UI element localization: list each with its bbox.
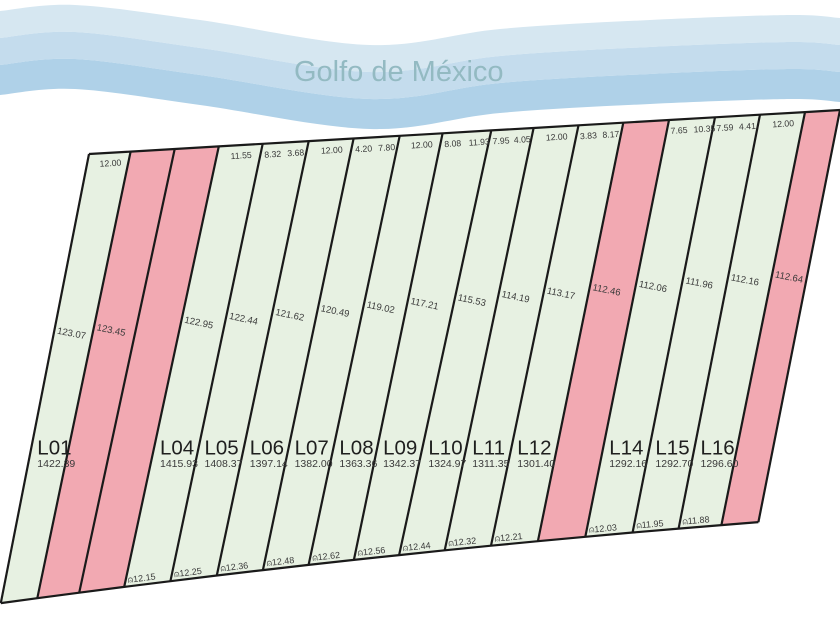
svg-text:L15: L15 (655, 437, 689, 460)
svg-text:1408.37: 1408.37 (205, 458, 243, 470)
svg-text:12.00: 12.00 (411, 139, 433, 150)
svg-text:1324.97: 1324.97 (428, 458, 466, 470)
svg-text:L05: L05 (205, 437, 239, 460)
svg-text:1415.93: 1415.93 (160, 458, 198, 470)
svg-text:1422.39: 1422.39 (37, 458, 75, 470)
svg-text:8.17: 8.17 (602, 129, 620, 140)
svg-text:L04: L04 (160, 437, 194, 460)
svg-text:1311.35: 1311.35 (472, 458, 509, 470)
svg-text:L16: L16 (701, 437, 735, 460)
svg-text:8.08: 8.08 (444, 138, 462, 149)
svg-text:3.68: 3.68 (287, 147, 305, 158)
svg-text:Golfo de México: Golfo de México (294, 56, 504, 88)
svg-text:10.35: 10.35 (693, 123, 715, 134)
svg-text:7.95: 7.95 (492, 135, 510, 146)
svg-text:11.93: 11.93 (468, 136, 490, 147)
svg-text:1301.40: 1301.40 (517, 458, 555, 470)
svg-text:4.05: 4.05 (514, 134, 532, 145)
svg-text:3.83: 3.83 (580, 130, 598, 141)
svg-text:1296.60: 1296.60 (701, 458, 739, 470)
svg-text:7.59: 7.59 (716, 122, 734, 133)
svg-text:1397.14: 1397.14 (250, 458, 288, 470)
svg-text:1292.70: 1292.70 (655, 458, 693, 470)
svg-text:L12: L12 (517, 437, 551, 460)
svg-text:8.32: 8.32 (264, 149, 282, 160)
svg-text:L10: L10 (428, 437, 462, 460)
svg-text:L09: L09 (383, 437, 417, 460)
svg-text:12.00: 12.00 (99, 158, 121, 169)
svg-text:1292.16: 1292.16 (609, 458, 647, 470)
svg-text:12.00: 12.00 (772, 118, 794, 129)
svg-text:1363.36: 1363.36 (339, 458, 377, 470)
svg-text:L07: L07 (295, 437, 329, 460)
svg-text:L14: L14 (609, 437, 643, 460)
svg-text:4.20: 4.20 (355, 143, 373, 154)
svg-text:4.41: 4.41 (739, 121, 757, 132)
svg-text:7.80: 7.80 (378, 142, 396, 153)
svg-text:12.00: 12.00 (546, 131, 568, 142)
svg-text:12.00: 12.00 (321, 145, 343, 156)
svg-text:L08: L08 (339, 437, 373, 460)
svg-text:L01: L01 (37, 437, 71, 460)
svg-text:L11: L11 (472, 437, 505, 460)
svg-text:L06: L06 (250, 437, 284, 460)
svg-text:1342.37: 1342.37 (383, 458, 421, 470)
svg-text:7.65: 7.65 (670, 125, 688, 136)
svg-text:11.55: 11.55 (230, 150, 252, 161)
svg-text:1382.00: 1382.00 (295, 458, 333, 470)
